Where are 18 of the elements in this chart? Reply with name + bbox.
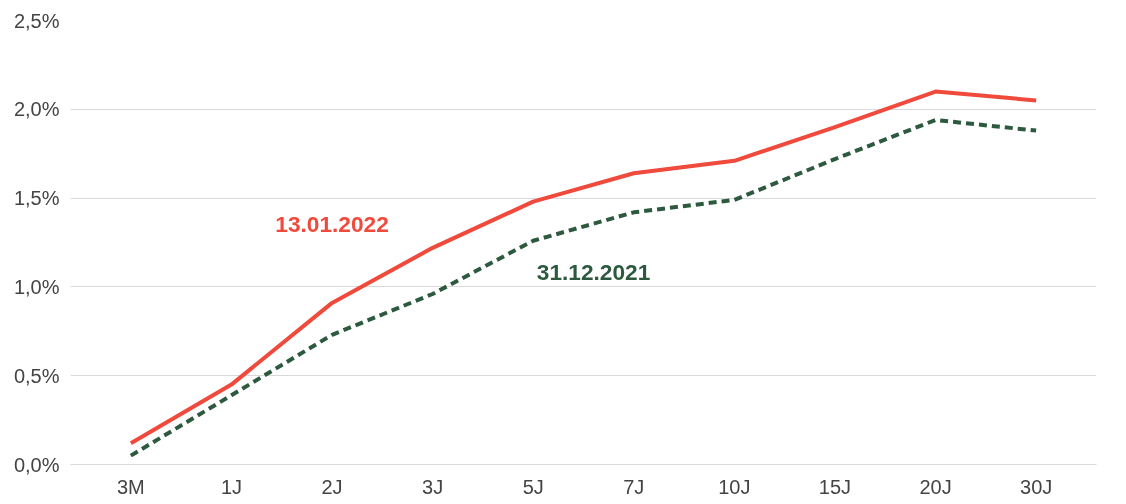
x-tick-label: 15J	[818, 475, 852, 498]
x-tick-label: 5J	[522, 475, 544, 498]
y-tick-label: 0,5%	[13, 364, 60, 387]
y-tick-label: 1,5%	[13, 187, 60, 210]
series-label: 31.12.2021	[536, 259, 651, 286]
x-tick-label: 20J	[919, 475, 952, 498]
series-label: 13.01.2022	[275, 211, 389, 238]
x-tick-label: 7J	[623, 475, 645, 498]
y-tick-label: 2,0%	[13, 98, 60, 121]
y-tick-label: 1,0%	[13, 275, 60, 298]
x-tick-label: 30J	[1020, 475, 1053, 498]
x-tick-label: 2J	[321, 475, 343, 498]
x-tick-label: 10J	[718, 475, 751, 498]
x-tick-label: 3M	[116, 475, 145, 498]
x-tick-label: 3J	[422, 475, 444, 498]
y-tick-label: 2,5%	[13, 9, 60, 32]
y-tick-label: 0,0%	[13, 453, 60, 476]
x-tick-label: 1J	[220, 475, 242, 498]
